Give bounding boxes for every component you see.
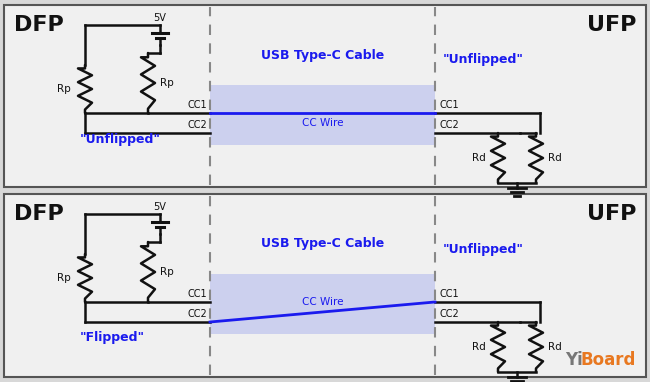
Text: Rd: Rd bbox=[548, 342, 562, 352]
Text: CC1: CC1 bbox=[439, 100, 459, 110]
Text: 5V: 5V bbox=[153, 202, 166, 212]
Text: CC2: CC2 bbox=[439, 120, 459, 130]
Text: CC1: CC1 bbox=[187, 100, 207, 110]
Text: "Unflipped": "Unflipped" bbox=[443, 243, 524, 256]
Text: Rp: Rp bbox=[57, 273, 71, 283]
Text: UFP: UFP bbox=[586, 15, 636, 35]
Text: Rd: Rd bbox=[473, 153, 486, 163]
Text: Board: Board bbox=[581, 351, 636, 369]
Text: CC Wire: CC Wire bbox=[302, 297, 343, 307]
Text: CC2: CC2 bbox=[187, 120, 207, 130]
Text: USB Type-C Cable: USB Type-C Cable bbox=[261, 49, 384, 62]
Text: CC2: CC2 bbox=[439, 309, 459, 319]
Text: Rd: Rd bbox=[548, 153, 562, 163]
Bar bbox=[4, 194, 646, 377]
Bar bbox=[4, 5, 646, 187]
Text: Yi: Yi bbox=[565, 351, 583, 369]
Text: CC2: CC2 bbox=[187, 309, 207, 319]
Text: CC Wire: CC Wire bbox=[302, 118, 343, 128]
Text: "Unflipped": "Unflipped" bbox=[443, 53, 524, 66]
Text: CC1: CC1 bbox=[187, 289, 207, 299]
Text: "Unflipped": "Unflipped" bbox=[80, 133, 161, 146]
Text: Rp: Rp bbox=[160, 267, 174, 277]
Text: DFP: DFP bbox=[14, 15, 64, 35]
Text: DFP: DFP bbox=[14, 204, 64, 224]
Text: Rp: Rp bbox=[160, 78, 174, 88]
Bar bbox=[210, 274, 435, 334]
Text: USB Type-C Cable: USB Type-C Cable bbox=[261, 238, 384, 251]
Text: CC1: CC1 bbox=[439, 289, 459, 299]
Text: UFP: UFP bbox=[586, 204, 636, 224]
Text: Rp: Rp bbox=[57, 84, 71, 94]
Text: 5V: 5V bbox=[153, 13, 166, 23]
Text: "Flipped": "Flipped" bbox=[80, 330, 145, 343]
Text: Rd: Rd bbox=[473, 342, 486, 352]
Bar bbox=[210, 85, 435, 145]
